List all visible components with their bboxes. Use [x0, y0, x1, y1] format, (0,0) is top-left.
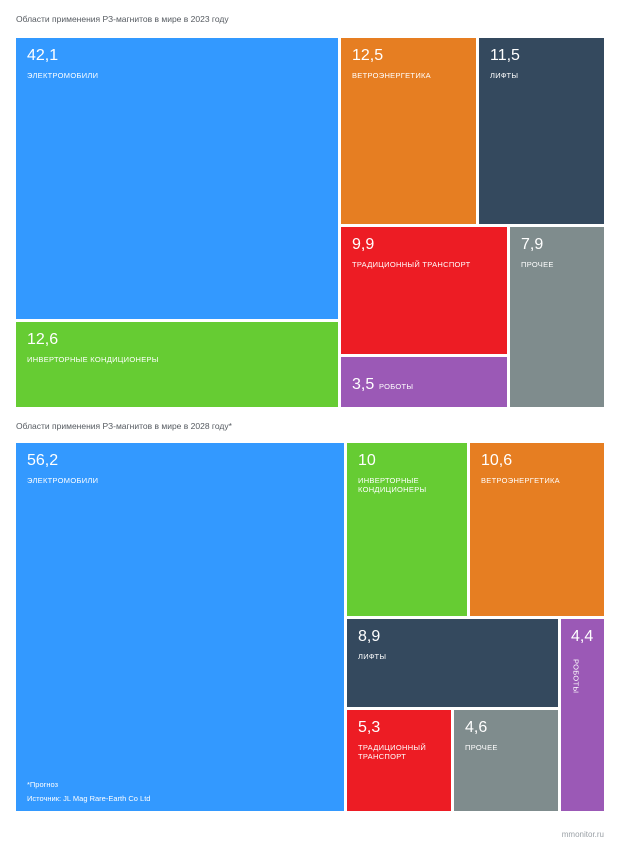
- footnote: *Прогноз: [27, 780, 59, 789]
- source-note: Источник: JL Mag Rare-Earth Co Ltd: [27, 794, 151, 803]
- tile-label: роботы: [571, 659, 581, 694]
- tile-label: ветроэнергетика: [481, 476, 560, 485]
- tile-other-2023: 7,9 прочее: [510, 227, 604, 407]
- tile-label: лифты: [358, 652, 387, 661]
- site-watermark: mmonitor.ru: [561, 830, 604, 839]
- tile-ev-2028: 56,2 электромобили *Прогноз Источник: JL…: [16, 443, 344, 811]
- tile-label: роботы: [379, 381, 414, 391]
- tile-other-2028: 4,6 прочее: [454, 710, 558, 811]
- tile-value: 4,6: [465, 719, 488, 736]
- tile-lifts-2028: 8,9 лифты: [347, 619, 558, 707]
- tile-ev-2023: 42,1 электромобили: [16, 38, 338, 319]
- tile-transport-2023: 9,9 традиционный транспорт: [341, 227, 507, 354]
- tile-value: 56,2: [27, 452, 59, 469]
- tile-value: 7,9: [521, 236, 544, 253]
- tile-ac-2028: 10 инверторные кондиционеры: [347, 443, 467, 616]
- tile-value: 4,4: [571, 628, 594, 645]
- tile-robots-2023: 3,5 роботы: [341, 357, 507, 407]
- tile-value: 8,9: [358, 628, 381, 645]
- tile-value: 12,6: [27, 331, 59, 348]
- tile-label: традиционный транспорт: [358, 743, 427, 762]
- tile-value: 10,6: [481, 452, 513, 469]
- tile-value: 3,5: [352, 376, 375, 393]
- tile-label: электромобили: [27, 476, 99, 485]
- chart-title-2023: Области применения РЗ-магнитов в мире в …: [16, 14, 229, 24]
- tile-value: 10: [358, 452, 376, 469]
- tile-label: электромобили: [27, 71, 99, 80]
- tile-label: традиционный транспорт: [352, 260, 471, 269]
- tile-robots-2028: 4,4 роботы: [561, 619, 604, 811]
- chart-title-2028: Области применения РЗ-магнитов в мире в …: [16, 421, 232, 431]
- tile-value: 12,5: [352, 47, 384, 64]
- tile-label: прочее: [521, 260, 554, 269]
- tile-value: 5,3: [358, 719, 381, 736]
- tile-value: 9,9: [352, 236, 375, 253]
- tile-transport-2028: 5,3 традиционный транспорт: [347, 710, 451, 811]
- tile-label: лифты: [490, 71, 519, 80]
- tile-label: инверторные кондиционеры: [27, 355, 159, 364]
- tile-ac-2023: 12,6 инверторные кондиционеры: [16, 322, 338, 407]
- tile-label: прочее: [465, 743, 498, 752]
- tile-label: инверторные кондиционеры: [358, 476, 427, 495]
- tile-wind-2028: 10,6 ветроэнергетика: [470, 443, 604, 616]
- tile-value: 42,1: [27, 47, 59, 64]
- tile-label: ветроэнергетика: [352, 71, 431, 80]
- tile-value: 11,5: [490, 47, 520, 64]
- tile-wind-2023: 12,5 ветроэнергетика: [341, 38, 476, 224]
- tile-lifts-2023: 11,5 лифты: [479, 38, 604, 224]
